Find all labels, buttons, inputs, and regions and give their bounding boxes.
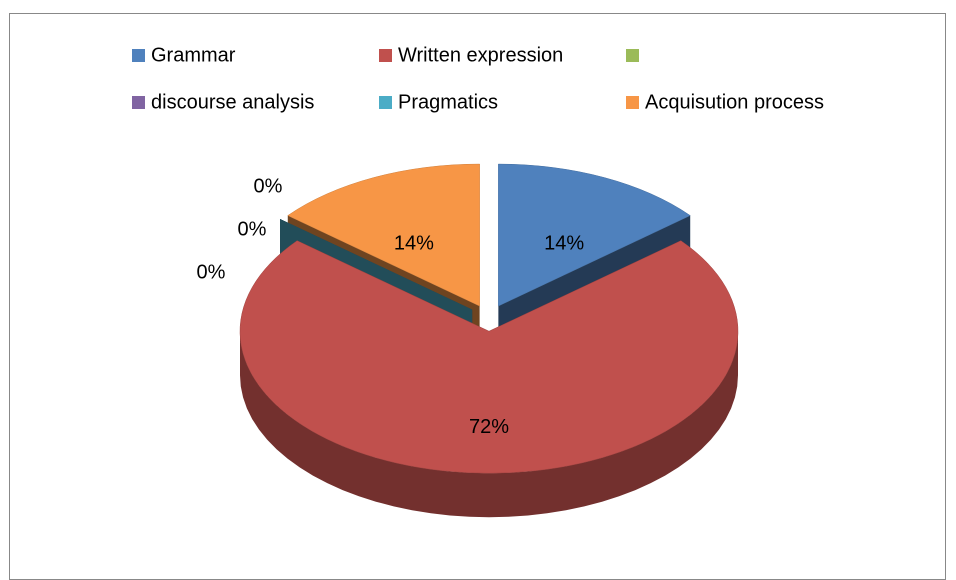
data-label: 72%	[469, 416, 509, 438]
slice	[239, 240, 739, 474]
data-label: 0%	[254, 175, 283, 197]
data-label: 0%	[238, 218, 267, 240]
slice-side	[240, 331, 738, 518]
legend-swatch	[379, 49, 392, 62]
legend-swatch	[132, 96, 145, 109]
legend-label: Acquisution process	[645, 91, 824, 113]
legend-swatch	[626, 49, 639, 62]
slice	[287, 163, 480, 307]
legend-label: Grammar	[151, 44, 236, 66]
legend-label: Written expression	[398, 44, 563, 66]
data-label: 0%	[197, 261, 226, 283]
data-label: 14%	[394, 233, 434, 255]
data-label: 14%	[544, 233, 584, 255]
legend-label: Pragmatics	[398, 91, 498, 113]
slice	[498, 163, 691, 307]
legend-swatch	[626, 96, 639, 109]
legend-label: discourse analysis	[151, 91, 314, 113]
legend-swatch	[132, 49, 145, 62]
legend-swatch	[379, 96, 392, 109]
